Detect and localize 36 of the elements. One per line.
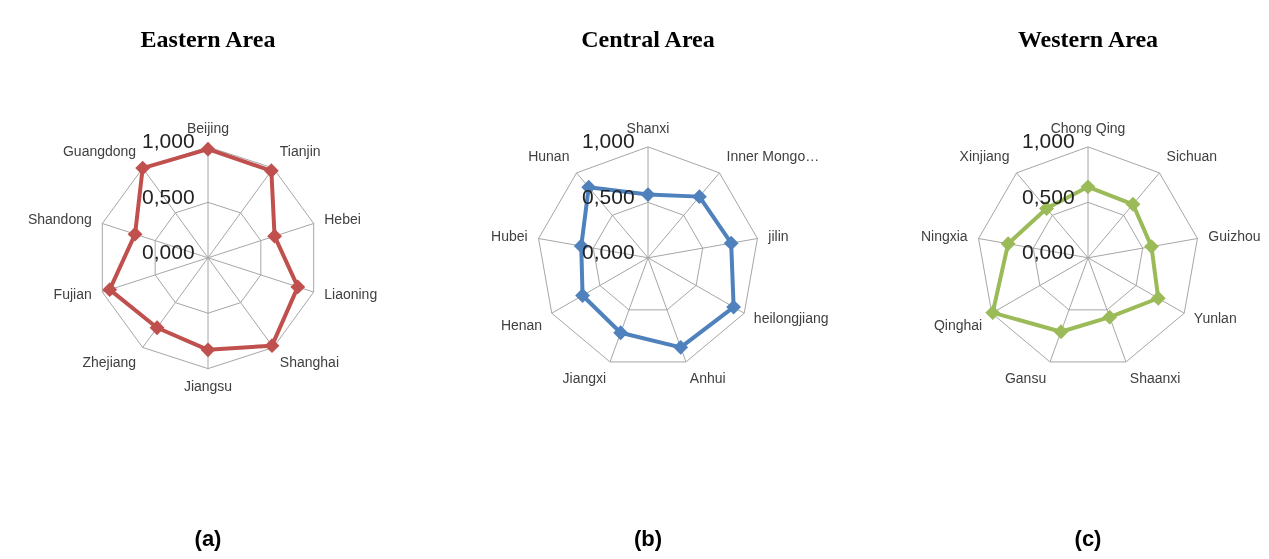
chart-title: Eastern Area: [140, 26, 276, 52]
spoke-label: Shandong: [27, 211, 92, 228]
spoke-label: Sichuan: [1166, 148, 1218, 165]
spoke-label: Ningxia: [920, 227, 968, 244]
spoke-label: Yunlan: [1193, 309, 1237, 326]
spoke-label: Guangdong: [62, 143, 137, 160]
spoke-label: Shaanxi: [1129, 370, 1181, 387]
spoke-label: Fujian: [53, 286, 92, 303]
spoke-label: Qinghai: [933, 316, 983, 333]
spoke-label: heilongjiang: [753, 309, 829, 326]
spoke-label: Henan: [500, 316, 543, 333]
spoke-label: jilin: [767, 227, 789, 244]
chart-title: Central Area: [581, 26, 715, 52]
y-tick-label: 0,500: [142, 184, 195, 208]
spoke-label: Hebei: [324, 211, 361, 228]
y-tick-label: 0,000: [142, 240, 195, 264]
text: (c): [1074, 526, 1102, 552]
spoke-label: Shanghai: [279, 354, 340, 371]
spoke-label: Anhui: [689, 370, 726, 387]
spoke-label: Liaoning: [324, 286, 378, 303]
spoke-label: Inner Mongo…: [726, 148, 820, 165]
spoke-label: Hunan: [528, 148, 570, 165]
spoke-label: Chong Qing: [1050, 119, 1126, 136]
text: (b): [633, 526, 663, 552]
y-tick-label: 0,000: [582, 240, 635, 264]
chart-title: Western Area: [1017, 26, 1159, 52]
spoke-label: Guizhou: [1208, 227, 1261, 244]
spoke-label: Gansu: [1004, 370, 1047, 387]
text: (a): [194, 526, 222, 552]
y-tick-label: 0,000: [1022, 240, 1075, 264]
spoke-label: Hubei: [491, 227, 528, 244]
spoke-label: Zhejiang: [82, 354, 137, 371]
spoke-label: Tianjin: [279, 143, 321, 160]
spoke-label: Jiangsu: [183, 377, 233, 394]
spoke-label: Jiangxi: [562, 370, 607, 387]
spoke-label: Xinjiang: [959, 148, 1010, 165]
